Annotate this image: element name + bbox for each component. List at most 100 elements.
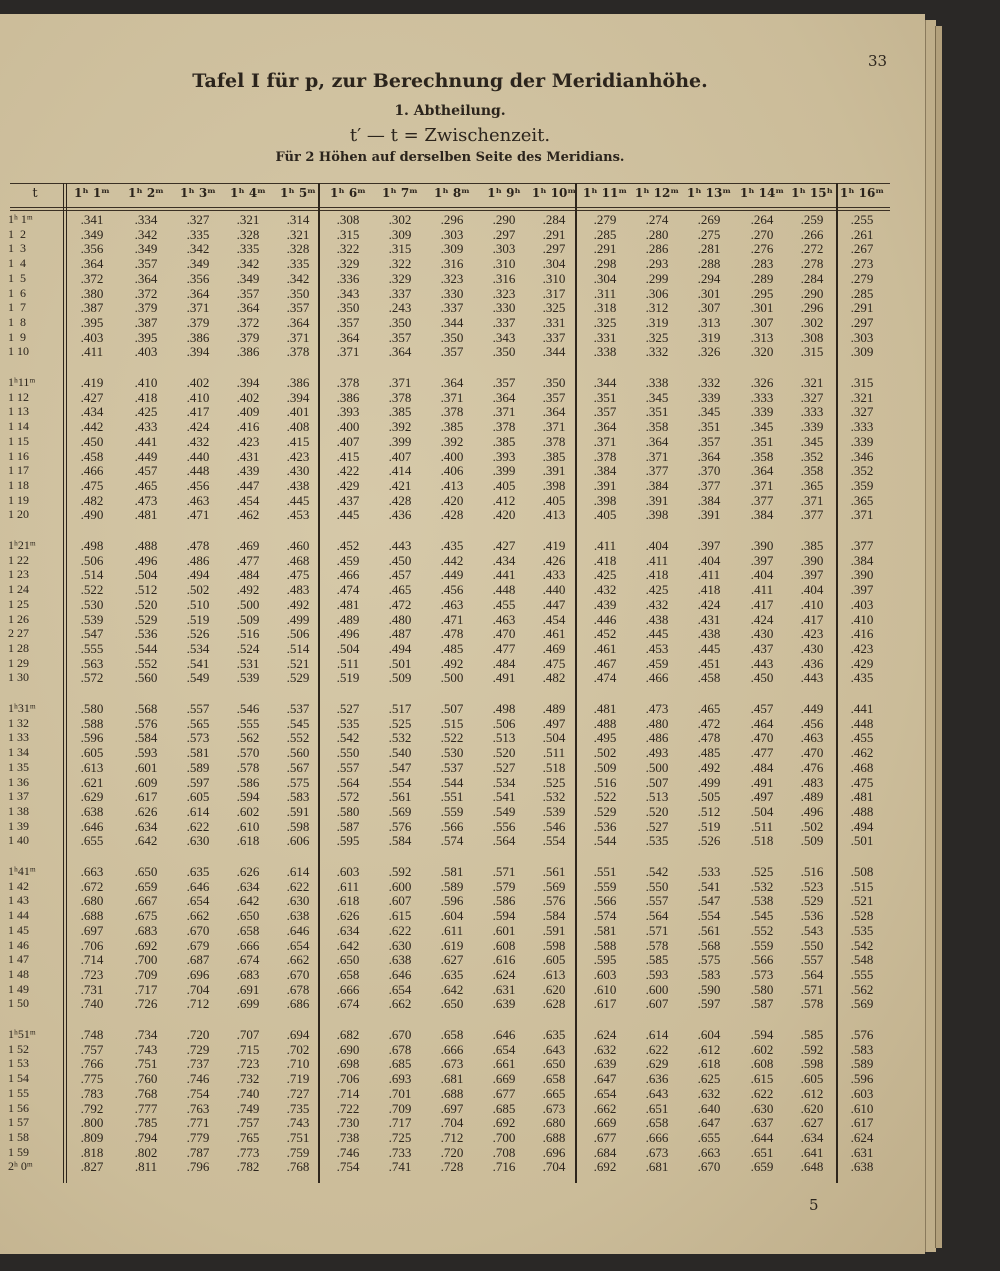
table-cell: .325 — [542, 300, 566, 316]
table-cell: .399 — [388, 433, 412, 449]
table-cell: .425 — [645, 582, 669, 598]
table-cell: .284 — [542, 212, 566, 227]
table-cell: .608 — [750, 1056, 774, 1072]
table-cell: .749 — [236, 1100, 260, 1116]
table-cell: .515 — [440, 715, 464, 731]
table-cell: .371 — [800, 492, 824, 508]
table-cell: .295 — [750, 285, 774, 301]
table-cell: .431 — [697, 611, 721, 627]
row-label: 1 44 — [8, 908, 29, 923]
table-cell: .576 — [388, 818, 412, 834]
table-cell: .560 — [286, 745, 310, 761]
table-cell: .588 — [80, 715, 104, 731]
table-cell: .378 — [542, 433, 566, 449]
table-cell: .345 — [750, 419, 774, 435]
table-cell: .549 — [492, 803, 516, 819]
table-cell: .335 — [286, 256, 310, 272]
table-cell: .662 — [388, 996, 412, 1012]
table-cell: .581 — [186, 745, 210, 761]
table-cell: .658 — [336, 966, 360, 982]
table-cell: .297 — [850, 314, 874, 330]
table-cell: .566 — [593, 893, 617, 909]
table-cell: .638 — [850, 1159, 874, 1175]
table-cell: .600 — [645, 981, 669, 997]
table-cell: .477 — [750, 745, 774, 761]
table-cell: .468 — [850, 759, 874, 775]
table-cell: .537 — [440, 759, 464, 775]
table-cell: .520 — [492, 745, 516, 761]
row-label: 1 33 — [8, 730, 29, 745]
row-label: 1 37 — [8, 789, 29, 804]
table-cell: .520 — [134, 596, 158, 612]
table-cell: .261 — [850, 226, 874, 242]
table-cell: .763 — [186, 1100, 210, 1116]
table-cell: .516 — [593, 774, 617, 790]
table-cell: .384 — [750, 507, 774, 523]
table-cell: .621 — [80, 774, 104, 790]
table-cell: .540 — [388, 745, 412, 761]
table-cell: .371 — [286, 329, 310, 345]
table-cell: .425 — [134, 404, 158, 420]
table-cell: .674 — [336, 996, 360, 1012]
table-cell: .579 — [492, 878, 516, 894]
table-cell: .321 — [236, 212, 260, 227]
table-cell: .661 — [492, 1056, 516, 1072]
table-cell: .391 — [645, 492, 669, 508]
table-cell: .673 — [645, 1144, 669, 1160]
table-cell: .536 — [134, 626, 158, 642]
table-cell: .544 — [134, 640, 158, 656]
table-cell: .398 — [645, 507, 669, 523]
row-label: 1 39 — [8, 818, 29, 833]
table-cell: .727 — [286, 1085, 310, 1101]
table-cell: .544 — [593, 833, 617, 849]
table-cell: .768 — [286, 1159, 310, 1175]
table-cell: .593 — [134, 745, 158, 761]
table-cell: .757 — [80, 1041, 104, 1057]
table-cell: .441 — [492, 567, 516, 583]
table-cell: .372 — [236, 314, 260, 330]
table-cell: .399 — [492, 463, 516, 479]
table-cell: .413 — [440, 477, 464, 493]
table-cell: .270 — [750, 226, 774, 242]
table-cell: .402 — [236, 389, 260, 405]
table-cell: .514 — [286, 640, 310, 656]
table-cell: .385 — [388, 404, 412, 420]
table-cell: .706 — [80, 937, 104, 953]
table-cell: .717 — [134, 981, 158, 997]
table-cell: .364 — [750, 463, 774, 479]
table-cell: .365 — [800, 477, 824, 493]
table-cell: .412 — [492, 492, 516, 508]
table-cell: .443 — [800, 670, 824, 686]
table-cell: .461 — [542, 626, 566, 642]
table-cell: .337 — [492, 314, 516, 330]
table-cell: .321 — [286, 226, 310, 242]
table-cell: .658 — [542, 1071, 566, 1087]
table-cell: .325 — [645, 329, 669, 345]
row-label: 2ʰ 0ᵐ — [8, 1159, 33, 1174]
table-cell: .547 — [697, 893, 721, 909]
table-cell: .476 — [800, 759, 824, 775]
table-cell: .440 — [186, 448, 210, 464]
table-cell: .516 — [800, 864, 824, 879]
table-cell: .595 — [336, 833, 360, 849]
table-cell: .357 — [697, 433, 721, 449]
page-title: Tafel I für p, zur Berechnung der Meridi… — [192, 70, 708, 92]
table-cell: .494 — [850, 818, 874, 834]
table-cell: .290 — [800, 285, 824, 301]
table-cell: .344 — [593, 375, 617, 390]
table-cell: .364 — [593, 419, 617, 435]
table-cell: .297 — [492, 226, 516, 242]
table-cell: .491 — [750, 774, 774, 790]
table-cell: .677 — [593, 1129, 617, 1145]
table-cell: .585 — [800, 1027, 824, 1042]
row-label: 1ʰ 1ᵐ — [8, 212, 33, 226]
table-cell: .670 — [697, 1159, 721, 1175]
column-divider — [66, 183, 67, 1183]
table-cell: .549 — [186, 670, 210, 686]
table-cell: .734 — [134, 1027, 158, 1042]
table-cell: .622 — [645, 1041, 669, 1057]
table-cell: .385 — [492, 433, 516, 449]
table-cell: .701 — [388, 1085, 412, 1101]
table-cell: .690 — [336, 1041, 360, 1057]
table-cell: .331 — [542, 314, 566, 330]
